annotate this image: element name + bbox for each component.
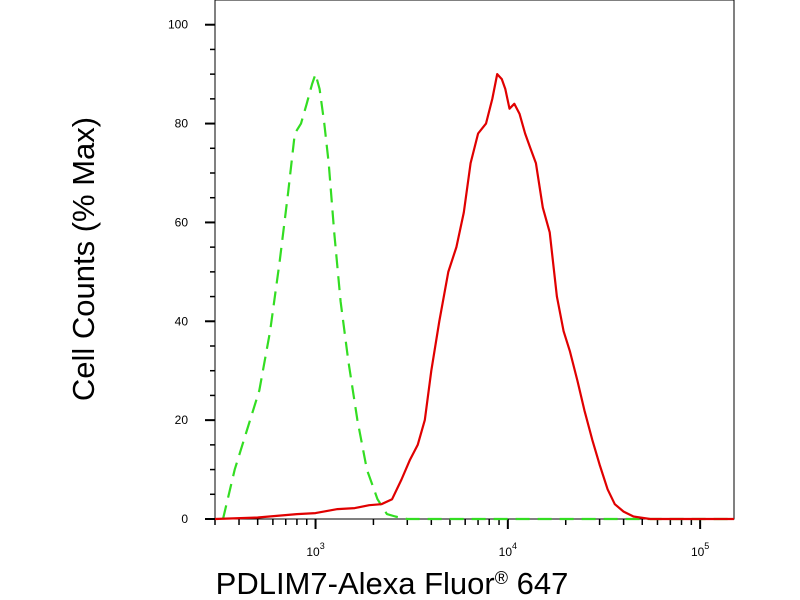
x-tick-base: 10	[499, 545, 513, 559]
x-axis-title: PDLIM7-Alexa Fluor® 647	[216, 566, 569, 600]
y-tick-label: 40	[175, 314, 189, 328]
y-tick-label: 100	[168, 18, 188, 32]
y-axis: 0 20 40 60 80 100	[168, 18, 215, 526]
x-tick-exponent: 5	[704, 541, 709, 551]
x-axis-title-trademark: ®	[495, 568, 508, 588]
y-axis-title: Cell Counts (% Max)	[66, 117, 101, 401]
x-tick-base: 10	[306, 545, 320, 559]
x-tick-exponent: 3	[320, 541, 325, 551]
y-tick-label: 80	[175, 117, 189, 131]
y-tick-label: 20	[175, 413, 189, 427]
x-tick-label: 103	[306, 541, 324, 559]
x-tick-base: 10	[691, 545, 705, 559]
x-axis-title-suffix: 647	[508, 566, 568, 600]
x-axis-title-text: PDLIM7-Alexa Fluor	[216, 566, 495, 600]
series-layer	[214, 72, 734, 521]
y-tick-label: 0	[181, 512, 188, 526]
y-tick-label: 60	[175, 215, 189, 229]
x-axis: 103 104 105	[214, 519, 709, 559]
x-tick-label: 104	[499, 541, 517, 559]
plot-frame	[214, 0, 735, 520]
control-series-line	[221, 72, 734, 521]
x-tick-label: 105	[691, 541, 709, 559]
x-tick-exponent: 4	[512, 541, 517, 551]
pdlim7-series-line	[214, 72, 734, 521]
